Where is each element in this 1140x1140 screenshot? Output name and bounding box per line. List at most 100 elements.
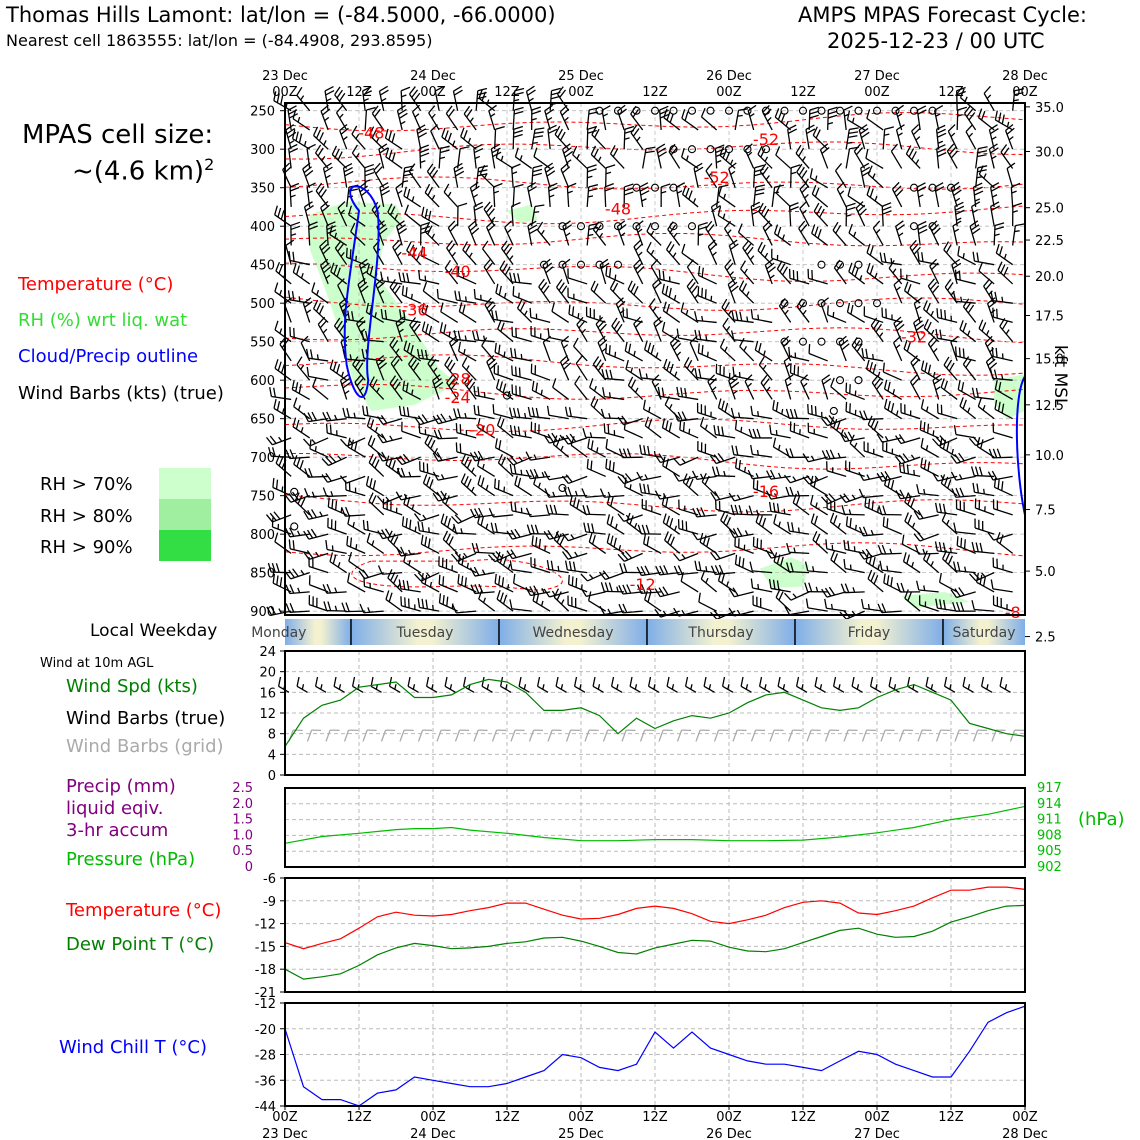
barb-flag bbox=[477, 475, 482, 485]
barb-flag bbox=[468, 381, 476, 391]
barb-flag bbox=[532, 168, 543, 173]
calm-circle bbox=[632, 183, 641, 192]
wind-barb bbox=[331, 145, 348, 169]
wind-barb bbox=[389, 375, 403, 400]
barb-flag bbox=[445, 105, 453, 114]
barb-flag bbox=[721, 426, 724, 437]
wind-barb bbox=[432, 413, 458, 425]
barb-flag bbox=[463, 105, 471, 115]
barb-flag bbox=[1014, 88, 1025, 92]
barb-flag bbox=[713, 454, 721, 463]
barb-flag bbox=[734, 554, 738, 565]
barb-flag bbox=[460, 575, 464, 586]
wind-barb bbox=[599, 488, 625, 498]
barb-staff bbox=[918, 260, 939, 266]
wind-barb bbox=[436, 288, 458, 304]
barb-flag bbox=[402, 406, 406, 417]
barb-flag bbox=[531, 110, 542, 115]
barb-half-flag bbox=[757, 314, 760, 320]
wind-barb-grid bbox=[713, 729, 729, 742]
barb-flag bbox=[668, 287, 672, 298]
barb-staff bbox=[847, 311, 865, 323]
wind-barb bbox=[387, 569, 403, 593]
barb-half-flag bbox=[320, 684, 323, 690]
barb-flag bbox=[836, 181, 845, 190]
barb-flag bbox=[397, 224, 406, 231]
barb-flag bbox=[516, 408, 521, 418]
barb-flag bbox=[983, 576, 986, 587]
barb-staff bbox=[395, 187, 403, 208]
barb-staff bbox=[351, 152, 366, 169]
barb-staff bbox=[662, 504, 680, 516]
barb-half-flag bbox=[856, 684, 860, 690]
calm-circle bbox=[687, 222, 697, 231]
barb-half-flag bbox=[729, 271, 734, 276]
wind-barb bbox=[508, 407, 532, 420]
calm-circle bbox=[687, 106, 697, 115]
wind-barb bbox=[376, 495, 403, 504]
wind-barb bbox=[846, 302, 865, 323]
barb-flag bbox=[288, 147, 299, 154]
wind-barb bbox=[784, 591, 810, 601]
barb-flag bbox=[952, 291, 957, 302]
wind-barb-grid bbox=[602, 729, 618, 742]
barb-flag bbox=[1000, 144, 1008, 153]
barb-half-flag bbox=[408, 471, 412, 477]
wind-barb bbox=[830, 377, 847, 400]
wind-barb bbox=[867, 415, 884, 439]
barb-flag bbox=[881, 603, 887, 613]
wind-barb bbox=[408, 86, 422, 112]
wind-barb bbox=[858, 124, 870, 150]
barb-flag bbox=[267, 562, 272, 573]
barb-flag bbox=[876, 472, 883, 482]
wind-barb bbox=[462, 241, 477, 266]
wind-barb bbox=[292, 109, 311, 131]
barb-flag bbox=[617, 300, 626, 309]
barb-staff bbox=[810, 503, 829, 516]
barb-half-flag bbox=[848, 509, 852, 515]
barb-flag bbox=[882, 210, 892, 215]
wind-barb bbox=[802, 453, 828, 463]
wind-barb bbox=[666, 241, 681, 266]
barb-staff bbox=[833, 267, 847, 285]
barb-staff bbox=[717, 214, 736, 227]
barb-staff bbox=[999, 325, 1014, 343]
barb-flag bbox=[360, 285, 369, 293]
barb-staff bbox=[978, 173, 995, 189]
barb-flag bbox=[364, 330, 369, 341]
barb-flag bbox=[906, 554, 911, 564]
wind-barb bbox=[911, 124, 921, 150]
wind-barb bbox=[357, 277, 369, 304]
wind-barb bbox=[865, 359, 884, 381]
barb-staff bbox=[586, 109, 590, 131]
barb-staff bbox=[482, 248, 496, 266]
barb-flag bbox=[725, 517, 732, 527]
barb-flag bbox=[494, 573, 497, 584]
barb-flag bbox=[1006, 127, 1015, 135]
barb-flag bbox=[412, 362, 420, 371]
wind-barb bbox=[971, 387, 995, 401]
wind-barb bbox=[337, 201, 348, 227]
barb-flag bbox=[302, 297, 312, 304]
barb-flag bbox=[936, 148, 947, 154]
wind-barb bbox=[347, 514, 366, 535]
barb-staff bbox=[900, 471, 921, 478]
barb-flag bbox=[445, 533, 451, 543]
barb-flag bbox=[289, 527, 295, 537]
barb-flag bbox=[420, 246, 424, 256]
barb-half-flag bbox=[587, 175, 593, 179]
barb-staff bbox=[787, 729, 794, 742]
barb-flag bbox=[380, 186, 390, 192]
barb-half-flag bbox=[743, 268, 748, 274]
barb-staff bbox=[911, 130, 921, 150]
barb-flag bbox=[775, 401, 779, 412]
wind-barb bbox=[750, 578, 773, 593]
wind-barb-grid bbox=[676, 729, 692, 742]
barb-flag bbox=[295, 419, 300, 430]
barb-flag bbox=[395, 316, 405, 324]
barb-flag bbox=[421, 521, 425, 532]
barb-flag bbox=[443, 183, 450, 193]
wind-barb bbox=[728, 527, 754, 539]
barb-flag bbox=[699, 416, 705, 427]
barb-half-flag bbox=[652, 306, 657, 312]
